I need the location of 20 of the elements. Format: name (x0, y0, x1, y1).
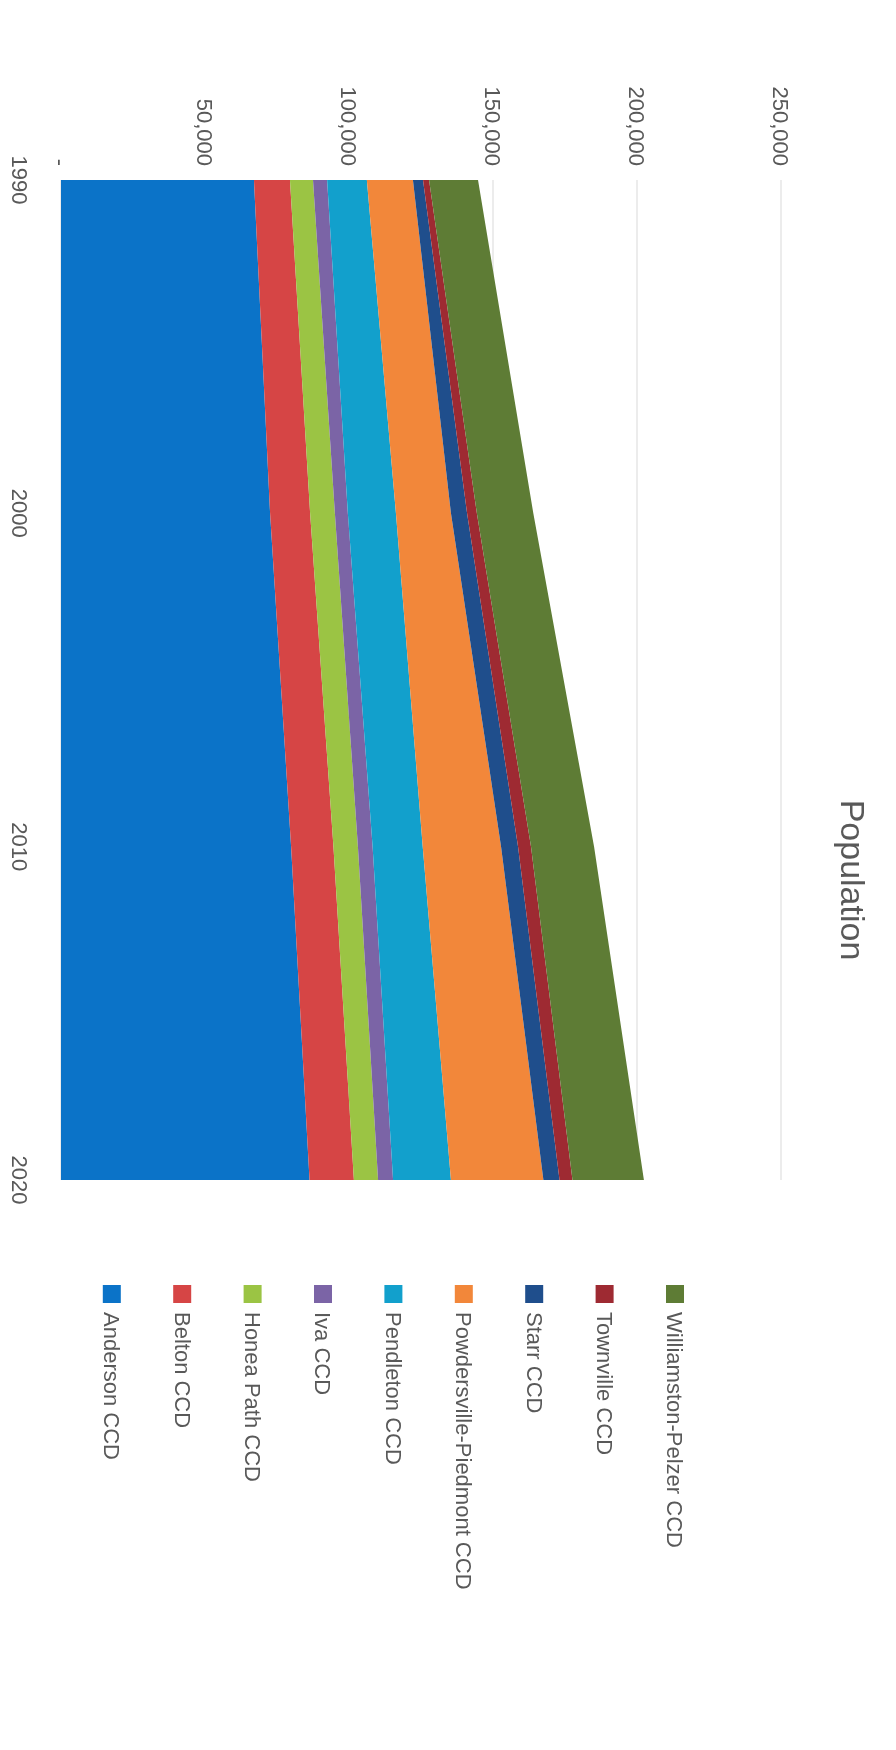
legend-label: Starr CCD (521, 1312, 547, 1414)
text: Population (834, 799, 872, 961)
x-tick-label: 100,000 (336, 86, 362, 166)
legend-label: Powdersville-Piedmont CCD (451, 1312, 477, 1590)
y-tick-label: 2000 (7, 488, 33, 538)
y-tick-label: 1990 (7, 155, 33, 205)
legend-label: Belton CCD (169, 1312, 195, 1429)
x-tick-label: - (48, 158, 74, 166)
legend-label: Iva CCD (310, 1312, 336, 1396)
x-tick-label: 150,000 (480, 86, 506, 166)
x-tick-label: 200,000 (624, 86, 650, 166)
x-tick-label: 250,000 (768, 86, 794, 166)
legend-label: Townville CCD (591, 1312, 617, 1456)
legend-label: Pendleton CCD (380, 1312, 406, 1465)
legend-label: Williamston-Pelzer CCD (662, 1312, 688, 1548)
legend-label: Anderson CCD (99, 1312, 125, 1460)
legend-label: Honea Path CCD (239, 1312, 265, 1482)
y-tick-label: 2020 (7, 1155, 33, 1205)
x-tick-label: 50,000 (192, 98, 218, 166)
y-tick-label: 2010 (7, 822, 33, 872)
